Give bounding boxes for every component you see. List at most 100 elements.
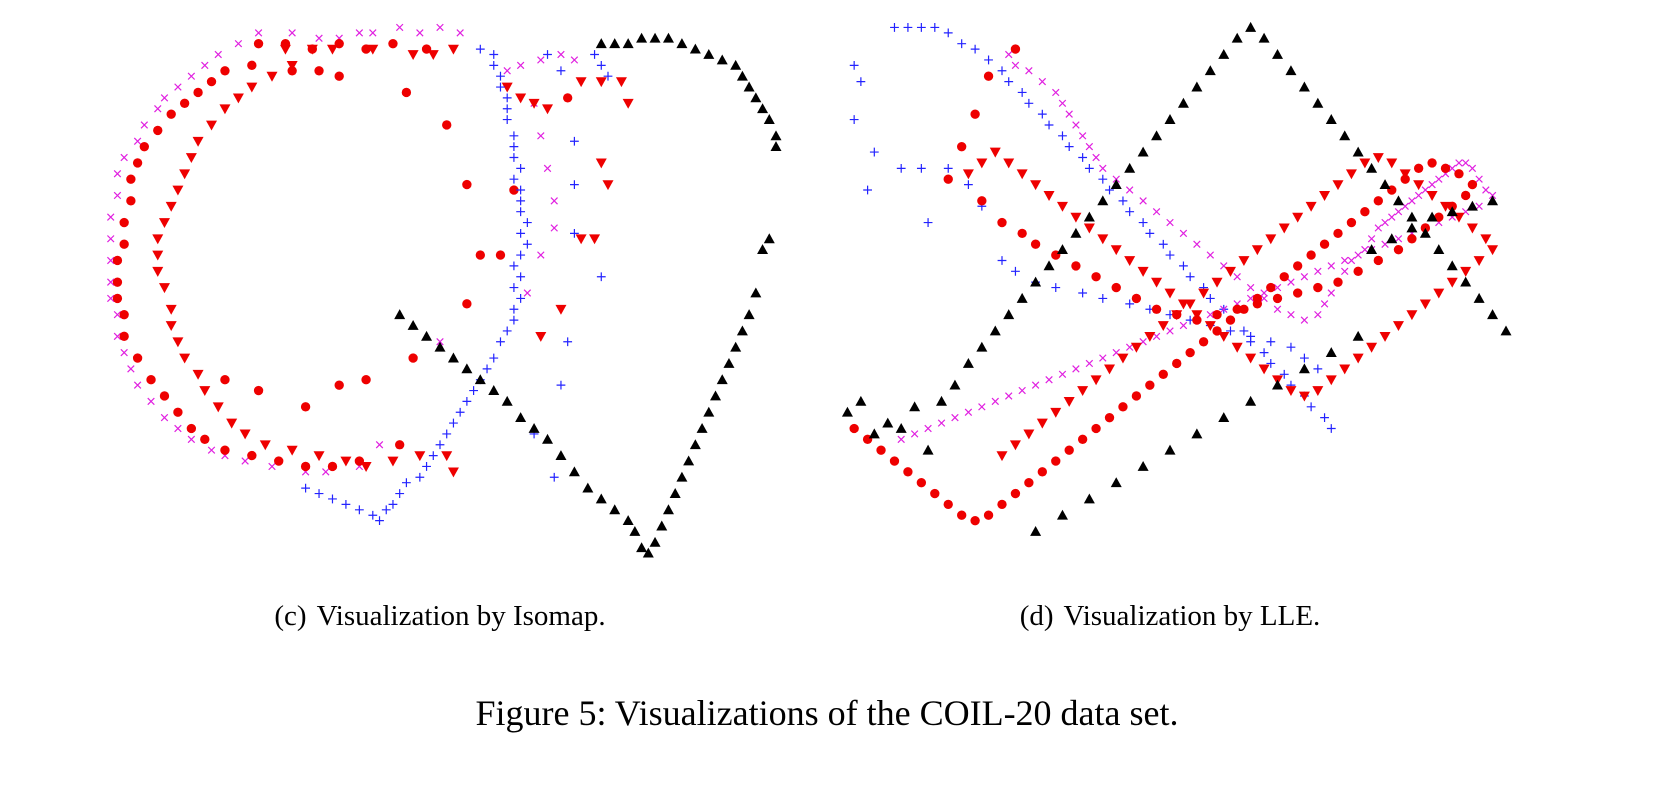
- triangle-down-marker: [1392, 321, 1404, 332]
- triangle-down-marker: [996, 451, 1008, 462]
- circle-marker: [173, 407, 183, 417]
- plus-marker: [428, 451, 438, 460]
- x-marker: [1052, 88, 1060, 97]
- plus-marker: [856, 77, 866, 87]
- triangle-down-marker: [1460, 266, 1472, 277]
- triangle-up-marker: [501, 395, 513, 406]
- circle-marker: [247, 450, 257, 461]
- circle-marker: [1279, 272, 1289, 282]
- triangle-down-marker: [622, 98, 634, 109]
- triangle-up-marker: [1460, 276, 1472, 287]
- triangle-down-marker: [542, 104, 554, 115]
- triangle-up-marker: [662, 32, 674, 43]
- circle-marker: [1091, 272, 1101, 282]
- triangle-down-marker: [1345, 169, 1357, 180]
- triangle-down-marker: [179, 353, 191, 364]
- circle-marker: [930, 488, 940, 499]
- triangle-up-marker: [868, 428, 880, 439]
- x-marker: [1179, 321, 1188, 330]
- triangle-up-marker: [736, 325, 748, 336]
- circle-marker: [957, 141, 967, 152]
- plus-marker: [496, 337, 505, 347]
- plus-marker: [1044, 120, 1054, 130]
- triangle-down-marker: [1466, 223, 1478, 234]
- x-marker: [201, 61, 209, 70]
- triangle-up-marker: [689, 439, 701, 450]
- triangle-up-marker: [1426, 211, 1438, 222]
- triangle-up-marker: [1473, 292, 1485, 303]
- triangle-down-marker: [1030, 180, 1042, 191]
- circle-marker: [1333, 277, 1343, 287]
- triangle-down-marker: [989, 147, 1001, 158]
- circle-marker: [495, 250, 506, 260]
- triangle-up-marker: [882, 417, 894, 428]
- plus-marker: [469, 386, 478, 395]
- triangle-up-marker: [656, 520, 668, 531]
- x-marker: [1320, 300, 1329, 308]
- circle-marker: [1198, 337, 1209, 347]
- triangle-down-marker: [1117, 353, 1129, 364]
- x-marker: [1246, 294, 1255, 303]
- plus-marker: [496, 82, 505, 92]
- circle-marker: [193, 87, 203, 98]
- triangle-up-marker: [1110, 179, 1122, 189]
- circle-marker: [1071, 261, 1081, 271]
- triangle-down-marker: [259, 440, 271, 451]
- x-marker: [1058, 99, 1067, 108]
- x-marker: [1260, 289, 1268, 297]
- x-marker: [924, 424, 932, 433]
- triangle-up-marker: [976, 341, 988, 352]
- triangle-down-marker: [1285, 386, 1297, 397]
- x-marker: [503, 67, 511, 75]
- plus-marker: [903, 23, 913, 32]
- triangle-down-marker: [1144, 331, 1156, 342]
- plus-marker: [849, 115, 859, 124]
- triangle-up-marker: [676, 471, 688, 482]
- plus-marker: [502, 104, 512, 114]
- circle-marker: [1293, 288, 1303, 298]
- x-marker: [1166, 218, 1174, 227]
- triangle-down-marker: [212, 402, 224, 413]
- plus-marker: [943, 163, 953, 173]
- x-marker: [1287, 278, 1295, 286]
- x-marker: [1099, 164, 1107, 173]
- x-marker: [113, 332, 122, 341]
- triangle-down-marker: [515, 93, 527, 104]
- circle-marker: [200, 434, 210, 445]
- plus-marker: [415, 472, 425, 482]
- triangle-down-marker: [1265, 234, 1277, 245]
- x-marker: [516, 61, 525, 70]
- x-marker: [1072, 365, 1080, 373]
- plus-marker: [549, 472, 559, 482]
- circle-marker: [1252, 293, 1263, 304]
- x-marker: [187, 72, 196, 80]
- triangle-down-marker: [1191, 310, 1203, 321]
- plus-marker: [570, 228, 579, 238]
- circle-marker: [253, 385, 264, 396]
- plus-marker: [449, 418, 458, 428]
- circle-marker: [1024, 478, 1034, 488]
- triangle-down-marker: [447, 44, 459, 55]
- x-marker: [113, 170, 122, 178]
- triangle-down-marker: [1426, 191, 1438, 201]
- triangle-up-marker: [669, 488, 681, 498]
- triangle-down-marker: [239, 429, 251, 440]
- circle-marker: [1346, 217, 1357, 228]
- x-marker: [1461, 159, 1470, 167]
- triangle-down-marker: [501, 82, 513, 93]
- plus-marker: [1125, 207, 1135, 217]
- triangle-up-marker: [474, 374, 486, 385]
- triangle-up-marker: [542, 433, 554, 444]
- plus-marker: [1179, 261, 1188, 271]
- circle-marker: [1434, 212, 1444, 222]
- x-marker: [241, 457, 249, 465]
- triangle-down-marker: [1036, 418, 1048, 429]
- subcaption-text: Visualization by Isomap.: [316, 600, 606, 632]
- series-circle: [849, 44, 1478, 526]
- triangle-down-marker: [1211, 277, 1223, 288]
- x-marker: [1018, 386, 1026, 395]
- triangle-up-marker: [757, 244, 769, 255]
- circle-marker: [401, 87, 412, 98]
- triangle-up-marker: [582, 482, 594, 493]
- x-marker: [1179, 229, 1188, 238]
